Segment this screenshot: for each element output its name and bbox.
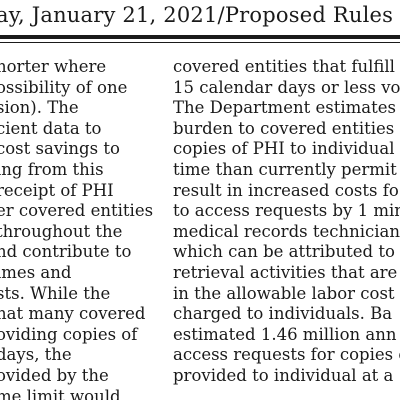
text-line: cient data to [0,118,102,138]
text-line: 15 calendar days or less vo [173,77,400,97]
text-line: ossibility of one [0,77,128,97]
text-line: nd contribute to [0,242,132,262]
text-line: sts. While the [0,283,111,303]
text-line: charged to individuals. Ba [173,304,393,324]
text-line: me limit would [0,386,121,400]
text-line: receipt of PHI [0,180,114,200]
text-line: result in increased costs fo [173,180,399,200]
text-line: er covered entities [0,201,154,221]
text-line: days, the [0,345,72,365]
text-line: provided to individual at a [173,365,394,385]
text-line: imes and [0,262,72,282]
text-line: The Department estimates [173,98,396,118]
text-line: which can be attributed to [173,242,395,262]
text-line: copies of PHI to individual [173,139,395,159]
text-line: horter where [0,57,107,76]
text-line: cost savings to [0,139,120,159]
left-text-column: horter where ossibility of one sion). Th… [0,57,153,400]
text-line: throughout the [0,221,123,241]
text-line: access requests for copies o [173,345,400,365]
text-line: medical records technician [173,221,400,241]
header-rule-thick [0,35,400,39]
text-line: oviding copies of [0,324,138,344]
text-line: sion). The [0,98,79,118]
text-line: ovided by the [0,365,109,385]
text-line: in the allowable labor cost [173,283,395,303]
running-header: ay, January 21, 2021/Proposed Rules [0,3,394,27]
text-line: retrieval activities that are [173,262,398,282]
text-line: to access requests by 1 min [173,201,400,221]
text-line: covered entities that fulfill [173,57,395,76]
right-text-column: covered entities that fulfill 15 calenda… [173,57,400,387]
text-line: estimated 1.46 million ann [173,324,397,344]
text-line: burden to covered entities [173,118,395,138]
text-line: ing from this [0,159,104,179]
text-line: hat many covered [0,304,146,324]
header-rule-thin [0,42,400,43]
text-line: time than currently permit [173,159,397,179]
